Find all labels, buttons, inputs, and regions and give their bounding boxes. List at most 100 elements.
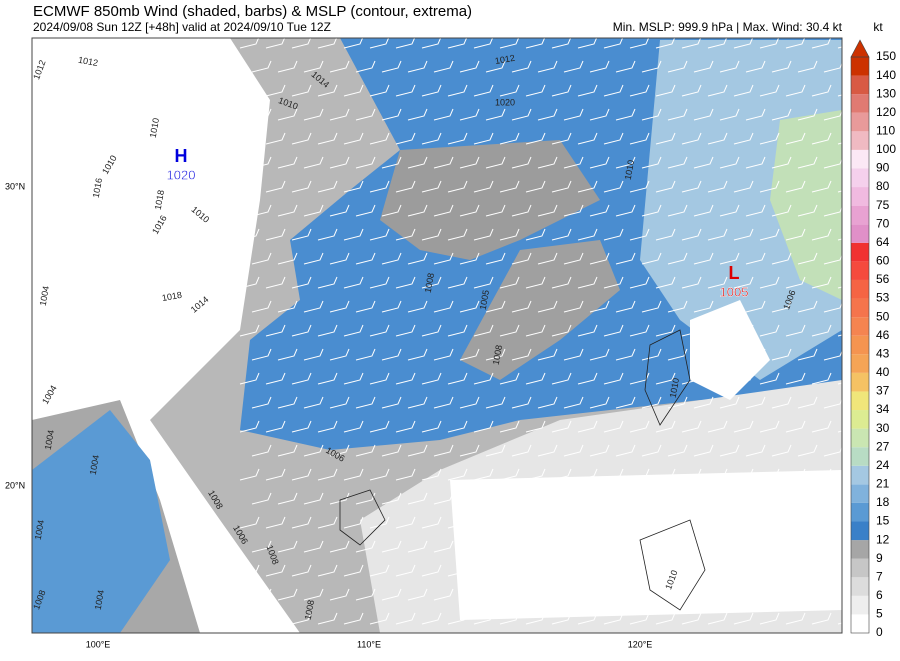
barb [525, 180, 546, 193]
colorbar-swatch [851, 298, 869, 318]
barb [395, 420, 416, 433]
barb [811, 564, 832, 577]
barb [823, 254, 842, 265]
barb [343, 420, 364, 433]
barb [655, 564, 676, 577]
barb [407, 492, 428, 505]
barb [239, 420, 260, 433]
barb [447, 564, 468, 577]
barb [577, 324, 598, 337]
colorbar-label: 0 [876, 625, 883, 639]
barb [355, 492, 376, 505]
barb [577, 132, 598, 145]
barb [511, 492, 532, 505]
barb [407, 156, 428, 169]
barb [381, 348, 402, 361]
barb [733, 420, 754, 433]
barb [485, 396, 506, 409]
colorbar-label: 150 [876, 49, 896, 63]
barb [355, 396, 376, 409]
barb [563, 300, 584, 313]
barb [447, 516, 468, 529]
barb [771, 396, 792, 409]
barb [499, 228, 520, 241]
barb [745, 108, 766, 121]
barb [291, 420, 312, 433]
barb [459, 108, 480, 121]
barb [473, 564, 494, 577]
barb [447, 324, 468, 337]
barb [265, 372, 286, 385]
barb [641, 60, 662, 73]
barb [317, 324, 338, 337]
barb [563, 60, 584, 73]
barb [369, 612, 390, 625]
barb [563, 348, 584, 361]
info: Min. MSLP: 999.9 hPa | Max. Wind: 30.4 k… [613, 20, 843, 34]
coastline [339, 329, 706, 611]
barb [369, 420, 390, 433]
barb [485, 348, 506, 361]
barb [629, 84, 650, 97]
barb [667, 252, 688, 265]
barb [603, 228, 624, 241]
barb [329, 348, 350, 361]
barb [381, 60, 402, 73]
barb [797, 156, 818, 169]
barb [797, 492, 818, 505]
barb [681, 132, 702, 145]
barb [823, 590, 842, 601]
colorbar-swatch [851, 391, 869, 411]
barb [511, 108, 532, 121]
map-frame [31, 37, 843, 634]
barb [655, 372, 676, 385]
barb [629, 228, 650, 241]
barb [343, 612, 364, 625]
barb [589, 252, 610, 265]
barb [771, 60, 792, 73]
barb [823, 494, 842, 505]
colorbar-swatch [851, 577, 869, 596]
colorbar-label: 30 [876, 421, 890, 435]
barb [693, 396, 714, 409]
barb [447, 180, 468, 193]
colorbar-swatch [851, 428, 869, 448]
barb [759, 516, 780, 529]
colorbar-swatch [851, 261, 869, 280]
barb [719, 156, 740, 169]
barb [797, 396, 818, 409]
colorbar-swatch [851, 447, 869, 466]
barb [629, 516, 650, 529]
barb [369, 38, 390, 49]
barb [239, 180, 260, 193]
barb [719, 348, 740, 361]
barb [551, 468, 572, 481]
barb [667, 300, 688, 313]
barb [811, 420, 832, 433]
barb [329, 300, 350, 313]
barb [303, 348, 324, 361]
barb [499, 132, 520, 145]
barb [537, 156, 558, 169]
barb [525, 372, 546, 385]
barb [681, 276, 702, 289]
barb [473, 276, 494, 289]
barb [681, 420, 702, 433]
barb [395, 276, 416, 289]
barb [563, 540, 584, 553]
barb [485, 60, 506, 73]
barb [369, 564, 390, 577]
barb [239, 84, 260, 97]
barb [759, 324, 780, 337]
colorbar-label: 9 [876, 551, 883, 565]
colorbar-label: 37 [876, 384, 890, 398]
barb [823, 110, 842, 121]
barb [733, 228, 754, 241]
barb [823, 350, 842, 361]
barb [525, 516, 546, 529]
barb [537, 300, 558, 313]
barb [707, 276, 728, 289]
barb [681, 564, 702, 577]
barb [759, 132, 780, 145]
barb [277, 348, 298, 361]
